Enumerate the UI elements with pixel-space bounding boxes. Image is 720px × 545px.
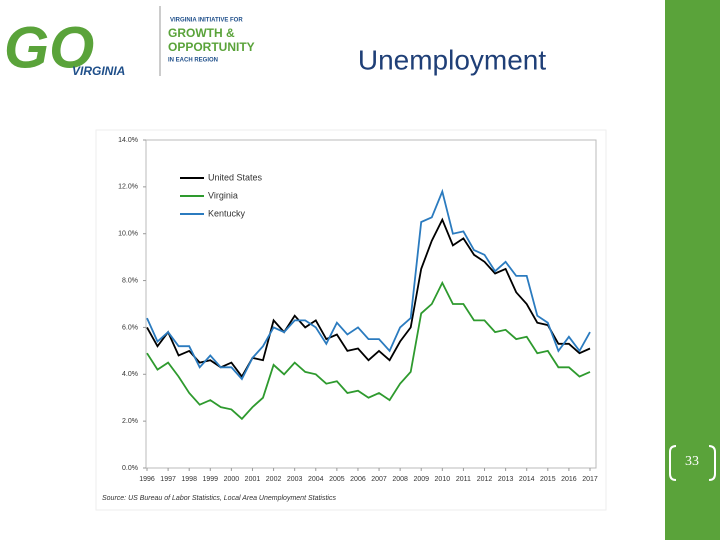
- x-tick-label: 2009: [413, 476, 429, 483]
- side-bar: [665, 0, 720, 540]
- y-tick-label: 4.0%: [122, 371, 138, 378]
- x-tick-label: 2012: [477, 476, 493, 483]
- x-tick-label: 2002: [266, 476, 282, 483]
- logo-line: VIRGINIA INITIATIVE FOR: [170, 18, 243, 24]
- x-tick-label: 2014: [519, 476, 535, 483]
- logo-mark: GO: [4, 15, 94, 80]
- x-tick-label: 2006: [350, 476, 366, 483]
- x-tick-label: 2015: [540, 476, 556, 483]
- page-number: 33: [685, 454, 699, 469]
- legend-label: Virginia: [208, 190, 238, 200]
- logo-line: OPPORTUNITY: [168, 40, 255, 54]
- y-tick-label: 6.0%: [122, 324, 138, 331]
- x-tick-label: 2008: [392, 476, 408, 483]
- x-tick-label: 1997: [160, 476, 176, 483]
- x-tick-label: 2017: [582, 476, 598, 483]
- y-tick-label: 14.0%: [118, 137, 138, 144]
- x-tick-label: 2007: [371, 476, 387, 483]
- legend-label: Kentucky: [208, 208, 246, 218]
- logo-line: GROWTH &: [168, 26, 235, 40]
- x-tick-label: 2005: [329, 476, 345, 483]
- y-tick-label: 10.0%: [118, 231, 138, 238]
- y-tick-label: 2.0%: [122, 418, 138, 425]
- slide-title: Unemployment: [358, 44, 547, 75]
- x-tick-label: 2011: [456, 476, 471, 483]
- y-tick-label: 12.0%: [118, 184, 138, 191]
- x-tick-label: 2004: [308, 476, 324, 483]
- x-tick-label: 2001: [245, 476, 261, 483]
- series-line: [146, 280, 591, 421]
- x-tick-label: 1996: [139, 476, 155, 483]
- y-tick-label: 0.0%: [122, 465, 138, 472]
- legend-label: United States: [208, 172, 263, 182]
- y-tick-label: 8.0%: [122, 277, 138, 284]
- x-tick-label: 1999: [202, 476, 218, 483]
- series-line: [146, 188, 591, 381]
- x-tick-label: 2003: [287, 476, 303, 483]
- page-bracket: [669, 445, 716, 481]
- source-note: Source: US Bureau of Labor Statistics, L…: [102, 495, 336, 502]
- logo-line: IN EACH REGION: [168, 58, 218, 64]
- logo-state: VIRGINIA: [72, 64, 125, 78]
- x-tick-label: 2016: [561, 476, 577, 483]
- x-tick-label: 2010: [435, 476, 451, 483]
- x-tick-label: 2013: [498, 476, 514, 483]
- x-tick-label: 1998: [181, 476, 197, 483]
- x-tick-label: 2000: [224, 476, 240, 483]
